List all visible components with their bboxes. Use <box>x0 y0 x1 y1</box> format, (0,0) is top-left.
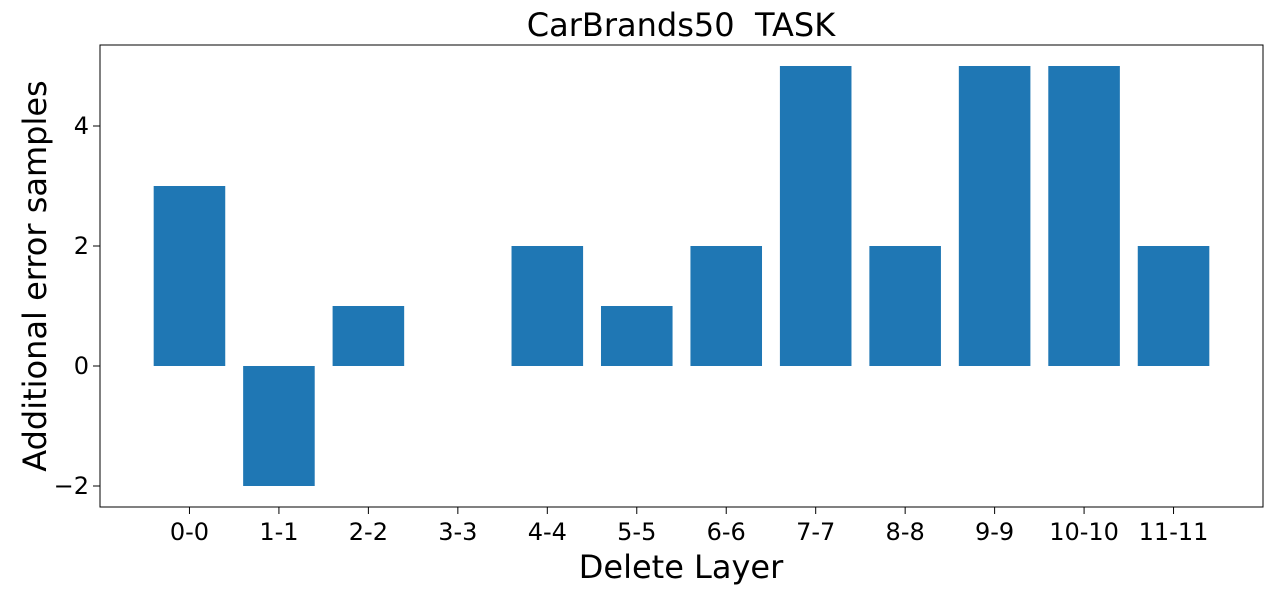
x-axis-label: Delete Layer <box>579 548 784 586</box>
bar <box>332 306 405 366</box>
x-tick-label: 2-2 <box>349 518 388 546</box>
x-tick-label: 8-8 <box>886 518 925 546</box>
y-axis-label: Additional error samples <box>16 80 54 471</box>
chart-title: CarBrands50 TASK <box>527 6 836 44</box>
x-tick-label: 7-7 <box>796 518 835 546</box>
x-tick-label: 5-5 <box>617 518 656 546</box>
bar <box>511 246 584 366</box>
y-tick-label: −2 <box>54 472 89 500</box>
x-tick-label: 4-4 <box>528 518 567 546</box>
bar <box>869 246 941 366</box>
x-tick-label: 0-0 <box>170 518 209 546</box>
bar <box>153 186 226 366</box>
bar <box>243 366 315 486</box>
bar <box>958 66 1031 366</box>
y-tick-label: 4 <box>74 112 89 140</box>
bar <box>600 306 673 366</box>
bar <box>690 246 763 366</box>
x-tick-label: 9-9 <box>975 518 1014 546</box>
y-tick-label: 2 <box>74 232 89 260</box>
x-tick-label: 11-11 <box>1139 518 1209 546</box>
x-tick-label: 1-1 <box>259 518 298 546</box>
plot-frame <box>99 44 1264 508</box>
bar <box>1048 66 1120 366</box>
bar <box>779 66 852 366</box>
x-tick-label: 10-10 <box>1049 518 1119 546</box>
bar <box>1137 246 1210 366</box>
x-tick-label: 3-3 <box>438 518 477 546</box>
x-tick-label: 6-6 <box>707 518 746 546</box>
y-tick-label: 0 <box>74 352 89 380</box>
